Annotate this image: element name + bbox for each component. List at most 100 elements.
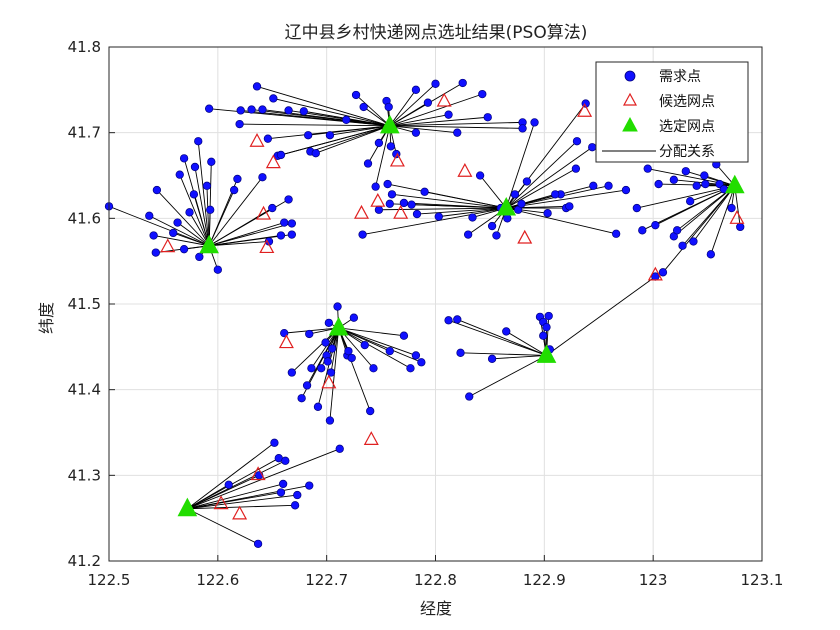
assignment-line [506,207,548,214]
assignment-line [362,207,507,236]
assignment-line [338,327,417,356]
demand-point [385,199,394,208]
demand-point [302,381,312,390]
assignment-line [469,355,547,397]
demand-point [456,348,465,357]
assignment-line [673,185,736,237]
selected-point [328,316,349,336]
demand-point [224,480,233,489]
demand-point [678,241,687,250]
candidate-point [436,92,452,107]
demand-point [638,226,647,235]
demand-point [503,214,512,223]
demand-point [518,124,527,133]
demand-point [194,137,203,146]
demand-point [475,171,485,180]
demand-point [539,331,548,340]
assignment-line [457,319,547,356]
demand-point [287,368,296,377]
demand-point [387,190,397,199]
x-ticks: 122.5 122.6 122.7 122.8 122.9 123 123.1 [88,555,784,589]
assignment-line [187,508,259,545]
assignment-line [346,119,390,127]
candidate-point [213,495,229,510]
demand-point [651,221,660,230]
assignment-line [389,116,488,127]
x-tick-label: 123.1 [741,571,784,589]
assignment-line [187,504,296,510]
demand-point [299,107,308,116]
demand-point [305,481,314,490]
assignment-line [187,485,310,510]
candidate-point [389,152,405,167]
assignment-line [108,205,210,247]
demand-point [169,228,178,238]
assignment-line [546,276,656,356]
y-tick-label: 41.2 [68,552,101,570]
assignment-line [389,114,449,127]
candidate-point [370,192,386,207]
assignment-line [209,223,292,247]
assignment-line [636,185,735,209]
demand-point [207,157,216,166]
demand-point [502,327,511,336]
demand-point [588,143,597,152]
assignment-line [424,191,507,209]
assignment-line [682,185,736,247]
demand-point [542,322,551,332]
selected-point [177,497,198,517]
candidate-point [278,334,294,349]
assignment-line [389,83,436,127]
demand-point [510,190,520,199]
legend-demand-marker [624,70,636,82]
candidate-point [232,505,248,520]
assignment-line [310,125,390,152]
demand-point [544,311,553,321]
assignment-line [506,189,627,209]
demand-point [589,181,598,190]
legend-candidate-label: 候选网点 [659,94,715,110]
legend-line-label: 分配关系 [659,144,715,160]
assignment-line [179,174,210,246]
legend-candidate-marker [622,92,638,106]
demand-point [311,149,320,158]
legend-box [595,61,749,163]
assignment-line [411,204,507,209]
demand-point [672,226,682,235]
demand-point [487,354,497,363]
demand-point [643,164,652,173]
demand-point [530,118,539,127]
assignment-line [506,168,577,209]
demand-point [411,128,421,137]
demand-point [727,203,736,213]
selected-point [536,344,557,363]
demand-point [270,438,279,447]
demand-point [149,231,158,240]
demand-point [293,490,302,500]
assignment-line [177,222,210,247]
selected-point [379,114,400,134]
demand-point [444,316,453,325]
assignment-line [505,146,593,209]
assignment-line [389,121,523,127]
demand-point [706,250,715,259]
assignment-line [315,125,390,154]
demand-point [290,501,300,510]
demand-point [458,78,467,88]
demand-point [386,142,396,151]
demand-point [173,218,182,227]
assignment-line [156,189,210,247]
demand-point [230,185,239,195]
demand-point [374,138,384,148]
demand-point [431,79,440,88]
demand-point [333,302,342,311]
assignment-line [710,185,736,255]
demand-point [517,199,526,208]
demand-point [692,181,701,190]
assignment-line [389,89,417,127]
legend: 需求点 候选网点 选定网点 分配关系 [595,61,749,163]
candidate-point [160,238,176,253]
demand-point [621,185,631,195]
demand-point [411,85,421,94]
demand-point [276,150,286,160]
